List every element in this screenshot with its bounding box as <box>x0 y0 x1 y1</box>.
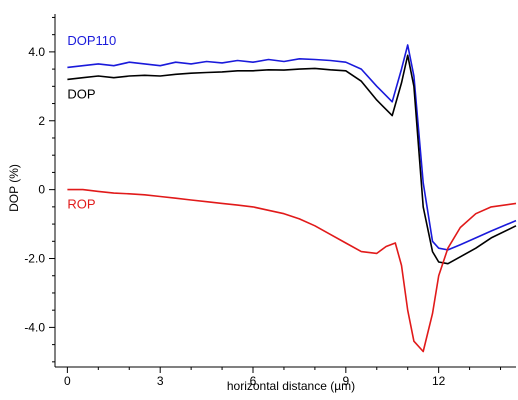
x-tick-label: 9 <box>342 374 349 388</box>
series-line-rop <box>67 188 517 353</box>
y-axis-label: DOP (%) <box>7 164 21 212</box>
y-tick-label: 2 <box>38 114 45 128</box>
series-line-dop110 <box>67 44 517 251</box>
series-label-rop: ROP <box>67 197 95 212</box>
series-line-dop <box>67 54 517 265</box>
y-tick-label: -4.0 <box>24 320 45 334</box>
x-tick-label: 3 <box>157 374 164 388</box>
y-tick-label: -2.0 <box>24 252 45 266</box>
x-tick-label: 6 <box>250 374 257 388</box>
y-tick-label: 4.0 <box>28 45 45 59</box>
x-tick-label: 12 <box>432 374 446 388</box>
y-tick-label: 0 <box>38 183 45 197</box>
series-label-dop: DOP <box>67 86 95 101</box>
x-tick-label: 0 <box>64 374 71 388</box>
x-axis-label: horizontal distance (µm) <box>227 379 355 393</box>
series-label-dop110: DOP110 <box>67 33 116 48</box>
